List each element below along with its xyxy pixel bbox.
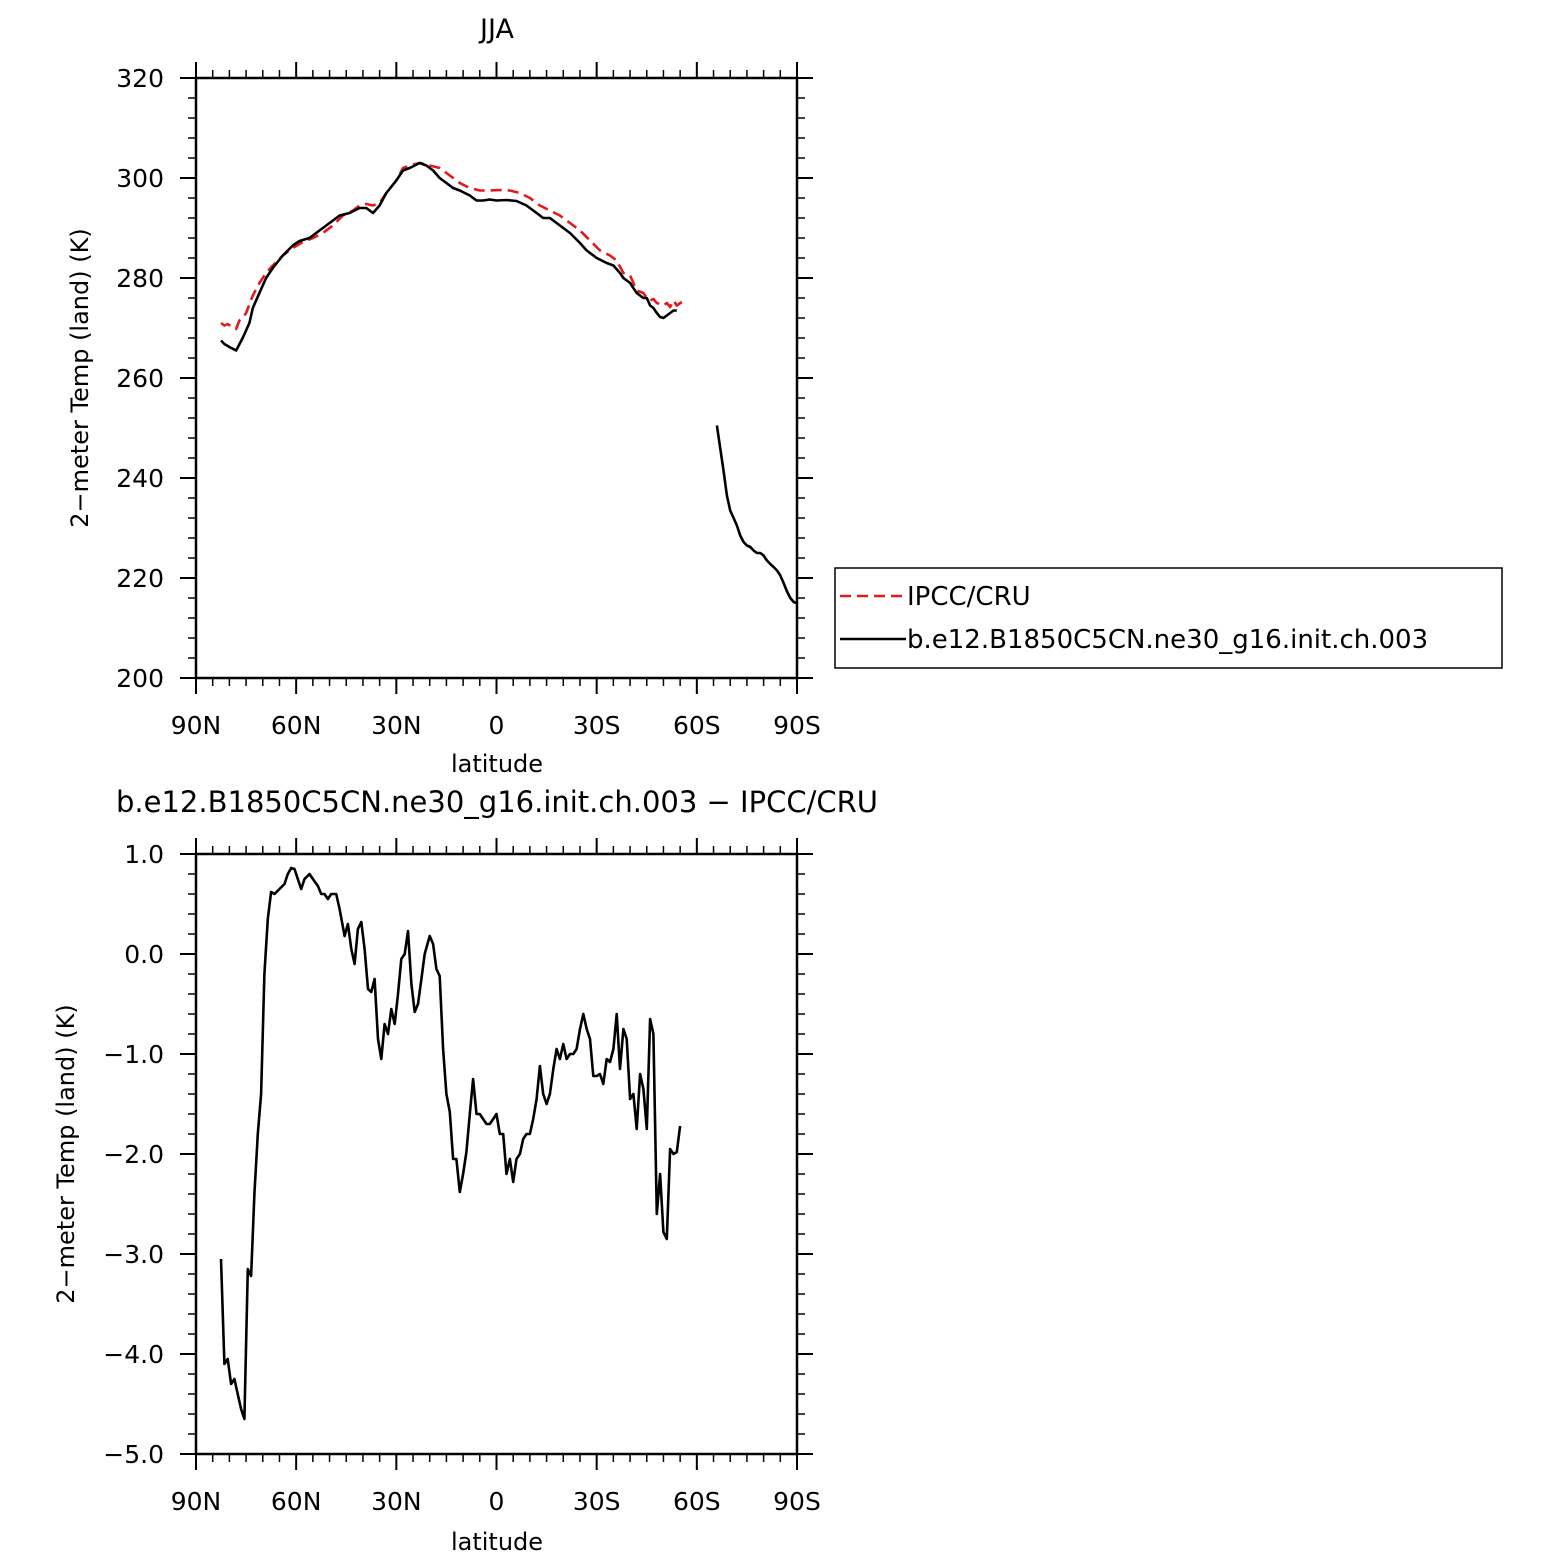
top-x-tick-label: 0 (489, 711, 505, 740)
legend-label-ipcc: IPCC/CRU (907, 582, 1031, 612)
bottom-x-tick-label: 60S (673, 1487, 721, 1516)
bottom-y-tick-label: 1.0 (124, 840, 164, 869)
top-panel: JJA 200 220 240 260 280 300 320 90N 60N 30N 0 30S 60… (66, 14, 1503, 778)
top-y-tick-label: 200 (116, 664, 164, 693)
bottom-y-tick-label: 0.0 (124, 940, 164, 969)
bottom-plot-area: −5.0 −4.0 −3.0 −2.0 −1.0 0.0 1.0 90N 60N 30N 0 30S 6… (103, 838, 821, 1516)
top-y-tick-label: 220 (116, 564, 164, 593)
top-y-axis-label: 2−meter Temp (land) (K) (66, 228, 94, 527)
top-x-tick-label: 90S (773, 711, 821, 740)
legend: IPCC/CRU b.e12.B1850C5CN.ne30_g16.init.c… (834, 567, 1503, 669)
top-series-0-line-0 (220, 161, 683, 331)
bottom-y-tick-label: −2.0 (103, 1140, 164, 1169)
bottom-x-tick-label: 30N (371, 1487, 422, 1516)
top-x-tick-label: 30N (371, 711, 422, 740)
top-x-tick-label: 90N (171, 711, 222, 740)
bottom-y-tick-label: −1.0 (103, 1040, 164, 1069)
bottom-series-0-line-0 (219, 866, 682, 1421)
legend-box (834, 567, 1503, 669)
bottom-x-tick-label: 60N (271, 1487, 322, 1516)
bottom-y-tick-label: −3.0 (103, 1240, 164, 1269)
bottom-panel: b.e12.B1850C5CN.ne30_g16.init.ch.003 − I… (52, 785, 878, 1556)
top-series-1-line-0 (220, 161, 677, 352)
top-chart-title: JJA (478, 14, 514, 45)
top-y-tick-label: 240 (116, 464, 164, 493)
top-x-tick-label: 60N (271, 711, 322, 740)
bottom-y-tick-label: −5.0 (103, 1440, 164, 1469)
legend-label-model: b.e12.B1850C5CN.ne30_g16.init.ch.003 (907, 625, 1428, 655)
bottom-x-tick-label: 30S (573, 1487, 621, 1516)
bottom-x-tick-label: 90N (171, 1487, 222, 1516)
top-x-tick-label: 60S (673, 711, 721, 740)
top-y-tick-label: 280 (116, 264, 164, 293)
bottom-x-axis-label: latitude (451, 1528, 543, 1556)
top-series-1-line-1 (715, 425, 797, 605)
top-y-tick-label: 260 (116, 364, 164, 393)
bottom-chart-title: b.e12.B1850C5CN.ne30_g16.init.ch.003 − I… (116, 785, 878, 819)
top-x-tick-label: 30S (573, 711, 621, 740)
bottom-y-axis-label: 2−meter Temp (land) (K) (52, 1004, 80, 1303)
top-plot-frame (194, 76, 799, 680)
top-y-tick-label: 300 (116, 164, 164, 193)
bottom-plot-frame (194, 852, 799, 1456)
top-x-axis-label: latitude (451, 750, 543, 778)
top-plot-area: 200 220 240 260 280 300 320 90N 60N 30N 0 30S 60S 90S (116, 62, 821, 740)
bottom-y-tick-label: −4.0 (103, 1340, 164, 1369)
bottom-x-tick-label: 90S (773, 1487, 821, 1516)
top-y-tick-label: 320 (116, 64, 164, 93)
bottom-x-tick-label: 0 (489, 1487, 505, 1516)
